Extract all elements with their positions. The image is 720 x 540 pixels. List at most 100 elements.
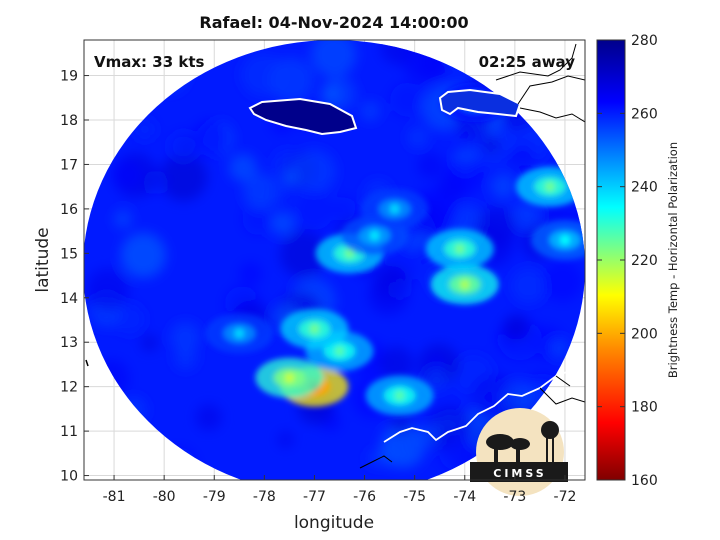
swath-texture-cell: [511, 200, 541, 230]
plot-frame: [83, 39, 586, 481]
swath-texture-cell: [277, 431, 294, 448]
colorbar-label: Brightness Temp - Horizontal Polarizatio…: [666, 142, 680, 378]
swath-feature-core: [454, 243, 465, 254]
colorbar-tick-label: 160: [631, 473, 658, 489]
swath-texture-cell: [269, 182, 290, 203]
y-tick-label: 19: [60, 69, 78, 85]
y-tick-label: 14: [60, 291, 78, 307]
haiti-peninsula-outline: [495, 43, 577, 81]
y-axis-ticks: 10 11 12 13 14 15 16 17 18 19: [60, 69, 78, 485]
swath-texture-cell: [379, 346, 414, 382]
x-axis-ticks: -81 -80 -79 -78 -77 -76 -75 -74 -73 -72: [103, 489, 577, 505]
south-america-land-outline: [359, 375, 585, 469]
x-tick-label: -76: [353, 489, 376, 505]
x-tick-label: -75: [403, 489, 426, 505]
swath-texture-cell: [241, 52, 286, 97]
swath-feature-core: [459, 279, 470, 290]
swath-texture-cell: [159, 153, 208, 202]
cimss-logo: CIMSS: [470, 408, 568, 496]
colorbar-tick-label: 240: [631, 180, 658, 196]
swath-texture-cell: [426, 353, 446, 373]
central-america-coastline: [85, 359, 89, 367]
axis-ticks: [84, 75, 566, 480]
swath-texture-cell: [366, 450, 384, 467]
swath-texture-cell: [390, 82, 425, 117]
x-tick-label: -78: [253, 489, 276, 505]
colorbar-tick-label: 280: [631, 33, 658, 49]
swath-texture-cell: [510, 267, 547, 304]
plot-area: CIMSS Vmax: 33 kts 02:25 away: [83, 39, 586, 496]
swath-texture-cell: [417, 152, 444, 179]
colorbar-tick-label: 180: [631, 400, 658, 416]
swath-texture-cell: [360, 101, 381, 121]
swath-texture-cell: [242, 203, 275, 235]
time-away-annotation: 02:25 away: [479, 53, 576, 71]
vmax-annotation: Vmax: 33 kts: [94, 53, 204, 71]
swath-texture-cell: [238, 262, 263, 286]
y-tick-label: 13: [60, 335, 78, 351]
colorbar-tick-label: 220: [631, 253, 658, 269]
south-america-coastline: [383, 369, 585, 443]
swath-feature-core: [559, 235, 570, 245]
x-tick-label: -72: [554, 489, 577, 505]
swath-feature-core: [344, 248, 355, 259]
y-tick-label: 18: [60, 113, 78, 129]
colorbar-tick-label: 260: [631, 106, 658, 122]
swath-texture-cell: [170, 321, 201, 353]
hispaniola-land-outline: [517, 75, 585, 123]
chart-title: Rafael: 04-Nov-2024 14:00:00: [199, 13, 468, 32]
coastlines: [85, 43, 585, 469]
x-tick-label: -79: [203, 489, 226, 505]
y-tick-label: 10: [60, 469, 78, 485]
swath-texture-cell: [503, 314, 530, 341]
swath-feature-core: [334, 346, 345, 357]
swath-feature-core: [369, 230, 380, 241]
swath-texture-cell: [120, 232, 166, 278]
jamaica-coastline: [248, 97, 358, 136]
x-tick-label: -80: [153, 489, 176, 505]
swath-texture-cell: [191, 120, 228, 157]
swath-texture-cell: [424, 367, 449, 392]
swath-texture-cell: [331, 196, 356, 221]
swath-texture-cell: [407, 127, 429, 148]
swath-texture-cell: [444, 155, 485, 196]
x-tick-label: -74: [453, 489, 476, 505]
y-axis-label: latitude: [33, 227, 53, 292]
swath-feature-core: [389, 203, 400, 214]
swath-feature-core: [234, 328, 245, 339]
swath-texture-cell: [548, 338, 569, 358]
swath-texture-cell: [243, 173, 280, 210]
colorbar: 160 180 200 220 240 260 280 Brightness Temp - …: [596, 33, 680, 489]
satellite-dish-icon: [486, 434, 514, 450]
swath-texture-cell: [271, 211, 295, 235]
swath-texture-cell: [113, 209, 133, 229]
swath-texture-cell: [294, 189, 335, 230]
water-tower-icon: [541, 421, 559, 439]
swath-texture-cell: [391, 281, 409, 299]
swath-texture-cell: [168, 131, 199, 162]
swath-texture-cell: [114, 303, 146, 335]
swath-texture-cell: [438, 434, 475, 471]
swath-texture-cell: [195, 404, 222, 431]
swath-texture-cell: [86, 268, 130, 312]
y-tick-label: 15: [60, 246, 78, 262]
swath-texture-cell: [490, 173, 517, 199]
x-tick-label: -81: [103, 489, 126, 505]
swath-texture-cell: [291, 149, 337, 194]
swath-texture-cell: [500, 380, 535, 415]
logo-text: CIMSS: [493, 467, 546, 480]
swath-feature-core: [394, 390, 405, 401]
swath-texture-cell: [322, 84, 341, 103]
swath-texture-cell: [482, 136, 501, 155]
hispaniola-coastline: [438, 88, 522, 118]
swath-texture-cell: [279, 230, 328, 278]
swath-texture-cell: [542, 260, 583, 302]
swath-feature-core: [284, 372, 295, 383]
swath-feature-core: [544, 181, 555, 192]
x-tick-label: -73: [503, 489, 526, 505]
y-tick-label: 17: [60, 157, 78, 173]
swath-texture-cell: [173, 346, 198, 370]
colorbar-ticks: 160 180 200 220 240 260 280: [597, 33, 658, 489]
x-tick-label: -77: [303, 489, 326, 505]
